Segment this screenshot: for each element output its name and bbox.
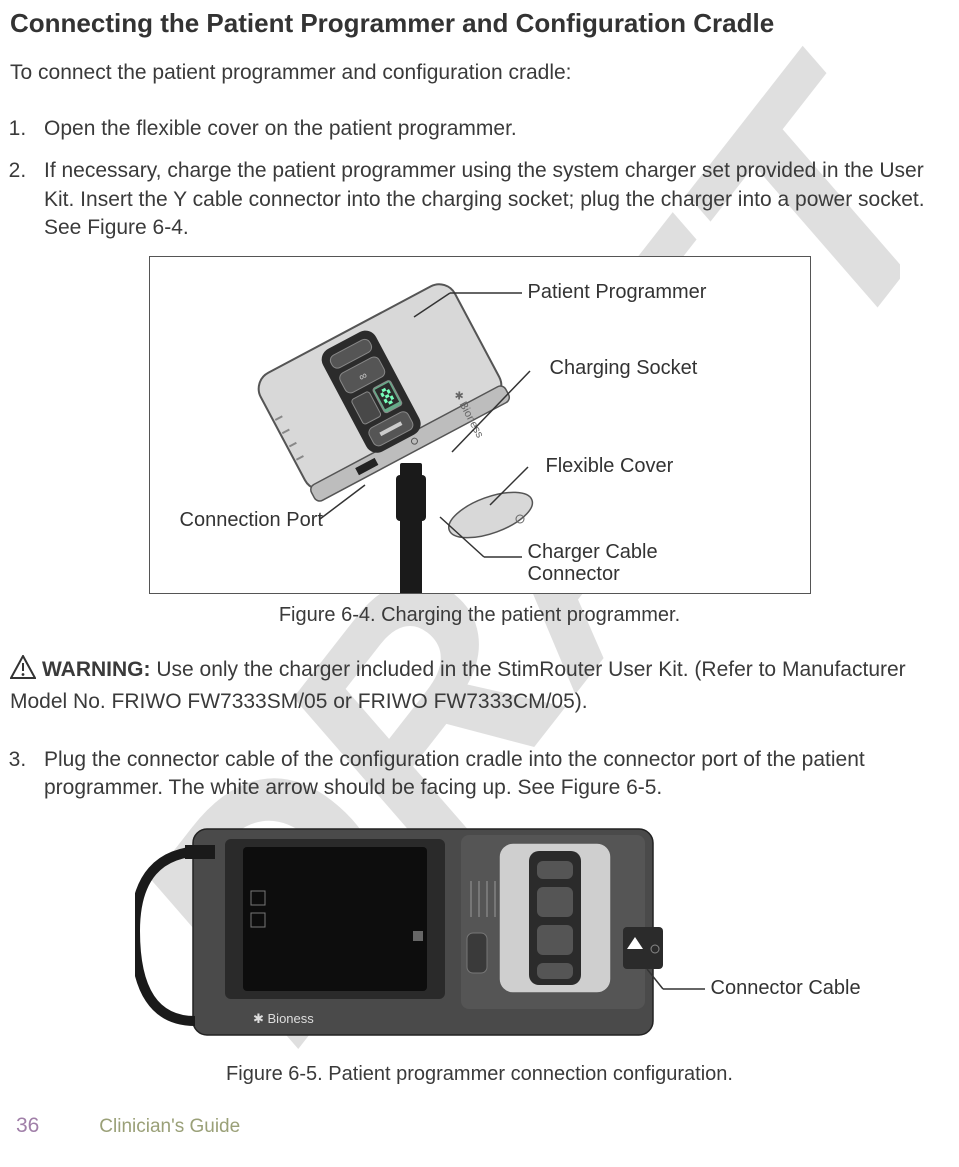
step-3: Plug the connector cable of the configur… [32,746,949,803]
label-charger-cable-l1: Charger Cable [528,541,658,564]
warning-block: WARNING: Use only the charger included i… [10,655,949,716]
figure-6-5: ✱ Bioness [135,821,825,1053]
guide-name: Clinician's Guide [99,1116,240,1137]
brand-text: ✱ Bioness [253,1011,314,1026]
page-number: 36 [16,1114,94,1138]
label-charger-cable-l2: Connector [528,563,620,586]
page-footer: 36 Clinician's Guide [10,1114,949,1138]
label-patient-programmer: Patient Programmer [528,281,707,304]
warning-icon [10,655,36,687]
section-heading: Connecting the Patient Programmer and Co… [10,8,949,39]
label-connection-port: Connection Port [180,509,323,532]
label-charging-socket: Charging Socket [550,357,698,380]
figure-6-4: ∞ ✱ Bioness [149,256,811,594]
figure-6-5-caption: Figure 6-5. Patient programmer connectio… [10,1063,949,1086]
step-2: If necessary, charge the patient program… [32,157,949,242]
device-illustration: ∞ ✱ Bioness [150,257,810,593]
label-connector-cable: Connector Cable [711,977,861,1000]
warning-label: WARNING: [42,658,151,681]
cradle-illustration: ✱ Bioness [135,821,825,1053]
step-1: Open the flexible cover on the patient p… [32,115,949,143]
figure-6-4-caption: Figure 6-4. Charging the patient program… [10,604,949,627]
label-flexible-cover: Flexible Cover [546,455,674,478]
intro-text: To connect the patient programmer and co… [10,61,949,85]
